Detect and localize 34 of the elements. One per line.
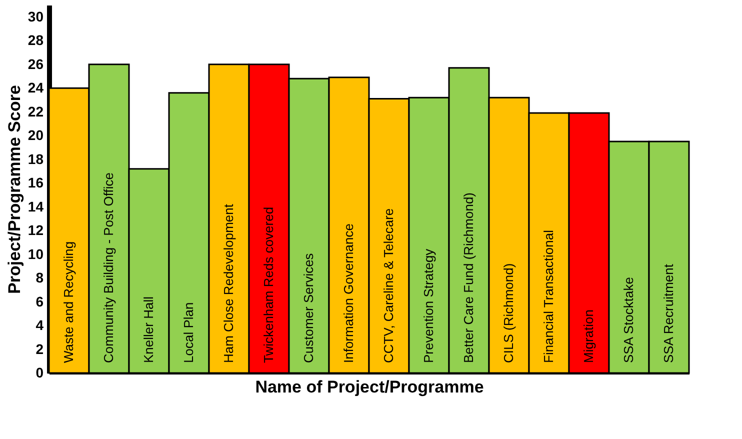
x-tick-label: Kneller Hall — [141, 296, 156, 363]
y-tick-label: 6 — [36, 293, 44, 310]
y-tick-label: 20 — [28, 127, 44, 144]
y-tick-label: 10 — [28, 246, 44, 262]
y-tick-label: 4 — [36, 317, 44, 334]
x-tick-label: Migration — [581, 310, 596, 363]
y-tick-label: 12 — [28, 222, 44, 238]
y-tick-label: 22 — [28, 103, 44, 120]
x-tick-label: CILS (Richmond) — [501, 263, 516, 363]
y-tick-label: 26 — [28, 56, 44, 72]
y-tick-label: 0 — [36, 364, 44, 380]
y-tick-label: 18 — [28, 150, 44, 167]
x-tick-label: SSA Recruitment — [661, 264, 676, 363]
x-axis-title: Name of Project/Programme — [255, 378, 484, 396]
x-tick-label: Financial Transactional — [541, 230, 556, 363]
y-tick-label: 8 — [36, 270, 44, 286]
x-tick-label: Better Care Fund (Richmond) — [461, 192, 476, 363]
y-tick-label: 14 — [28, 198, 44, 214]
y-tick-label: 24 — [28, 80, 44, 96]
x-tick-label: Local Plan — [181, 302, 196, 363]
x-tick-label: Information Governance — [341, 224, 356, 363]
x-tick-label: Customer Services — [301, 252, 316, 363]
y-tick-label: 28 — [28, 32, 44, 48]
x-tick-label: Prevention Strategy — [421, 248, 436, 363]
x-tick-label: SSA Stocktake — [621, 277, 636, 363]
y-tick-label: 16 — [28, 174, 44, 191]
x-tick-label: Waste and Recycling — [61, 241, 76, 363]
y-tick-label: 30 — [28, 8, 44, 24]
x-tick-label: CCTV, Careline & Telecare — [381, 208, 396, 363]
x-tick-label: Community Building - Post Office — [101, 172, 116, 363]
y-axis-title: Project/Programme Score — [4, 85, 24, 294]
y-tick-label: 2 — [36, 340, 44, 357]
x-tick-label: Ham Close Redevelopment — [221, 204, 236, 363]
x-tick-label: Twickenham Reds covered — [261, 206, 276, 363]
